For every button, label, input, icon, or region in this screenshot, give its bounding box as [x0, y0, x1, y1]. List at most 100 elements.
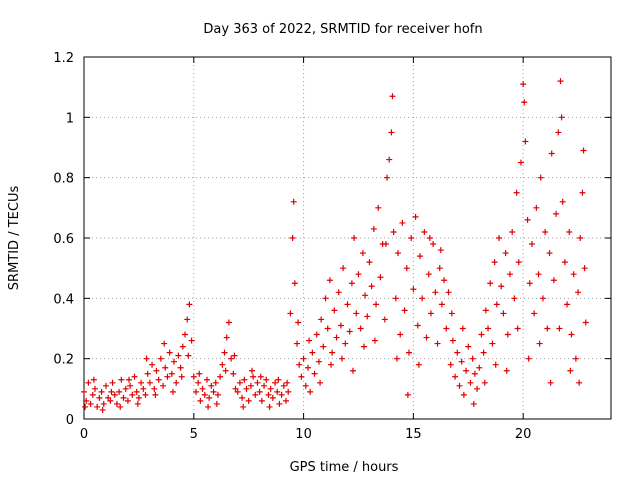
data-point: [469, 355, 476, 362]
data-point: [102, 382, 109, 389]
data-point: [437, 247, 444, 254]
data-point: [87, 400, 94, 407]
data-point: [438, 301, 445, 308]
data-point: [283, 397, 290, 404]
data-point: [382, 241, 389, 248]
data-point: [432, 289, 439, 296]
data-point: [199, 385, 206, 392]
data-point: [487, 280, 494, 287]
data-point: [401, 307, 408, 314]
data-point: [522, 138, 529, 145]
data-point: [257, 373, 264, 380]
x-tick-label: 15: [405, 427, 422, 442]
data-point: [179, 343, 186, 350]
data-point: [526, 280, 533, 287]
data-point: [289, 235, 296, 241]
data-point: [547, 379, 554, 386]
data-point: [395, 250, 402, 257]
data-point: [161, 340, 168, 347]
data-point: [555, 129, 562, 136]
data-point: [377, 274, 384, 281]
data-point: [267, 385, 274, 392]
data-point: [393, 355, 400, 362]
data-point: [230, 370, 237, 377]
data-point: [449, 337, 456, 344]
data-point: [425, 271, 432, 278]
data-point: [232, 385, 239, 392]
data-point: [124, 397, 131, 404]
data-point: [116, 388, 123, 395]
data-point: [295, 319, 302, 326]
data-point: [353, 310, 360, 317]
data-point: [153, 367, 160, 374]
data-point: [177, 364, 184, 371]
y-tick-label: 0.4: [53, 292, 74, 307]
data-point: [496, 235, 503, 241]
data-point: [559, 198, 566, 205]
data-point: [210, 388, 217, 395]
data-point: [142, 391, 149, 398]
data-point: [335, 289, 342, 296]
y-tick-label: 1.2: [53, 51, 74, 66]
data-point: [482, 307, 489, 314]
data-point: [373, 301, 380, 308]
data-point: [423, 334, 430, 341]
data-point: [564, 301, 571, 308]
data-point: [502, 250, 509, 257]
data-point: [265, 391, 272, 398]
axis-ticks: 0 5 10 15 20 0 0.2 0.4 0.6 0.8 1 1.2: [53, 51, 611, 442]
data-point: [164, 373, 171, 380]
data-point: [146, 379, 153, 386]
data-point: [149, 361, 156, 368]
data-point: [389, 93, 396, 100]
data-point: [414, 322, 421, 329]
data-point: [162, 364, 169, 371]
data-point: [256, 388, 263, 395]
data-point: [138, 379, 145, 386]
data-point: [515, 259, 522, 266]
data-point: [126, 376, 133, 383]
data-point: [120, 394, 127, 401]
data-point: [326, 277, 333, 284]
data-point: [416, 253, 423, 260]
data-point: [228, 355, 235, 362]
data-point: [89, 391, 96, 398]
data-point: [503, 367, 510, 374]
data-point: [403, 265, 410, 272]
data-point: [201, 391, 208, 398]
data-point: [337, 322, 344, 329]
data-point: [476, 364, 483, 371]
data-point: [318, 316, 325, 323]
data-point: [427, 310, 434, 317]
data-point: [313, 331, 320, 338]
data-point: [175, 352, 182, 359]
data-point: [447, 361, 454, 368]
data-point: [302, 382, 309, 389]
data-point: [185, 352, 192, 359]
data-point: [328, 361, 335, 368]
data-point: [580, 147, 587, 154]
data-point: [576, 379, 583, 386]
y-tick-label: 0.2: [53, 353, 74, 368]
data-point: [459, 325, 466, 332]
data-point: [304, 364, 311, 371]
data-point: [548, 150, 555, 157]
data-point: [504, 331, 511, 338]
data-point: [320, 343, 327, 350]
data-point: [269, 394, 276, 401]
y-tick-label: 0.6: [53, 232, 74, 247]
data-point: [160, 382, 167, 389]
data-point: [445, 289, 452, 296]
data-point: [524, 216, 531, 223]
data-point: [169, 388, 176, 395]
data-point: [309, 349, 316, 356]
data-point: [419, 295, 426, 302]
data-point: [399, 219, 406, 226]
data-point: [430, 241, 437, 248]
data-point: [572, 355, 579, 362]
data-point: [346, 328, 353, 335]
data-point: [474, 385, 481, 392]
data-point: [221, 349, 228, 356]
data-point: [370, 225, 377, 232]
data-point: [331, 307, 338, 314]
